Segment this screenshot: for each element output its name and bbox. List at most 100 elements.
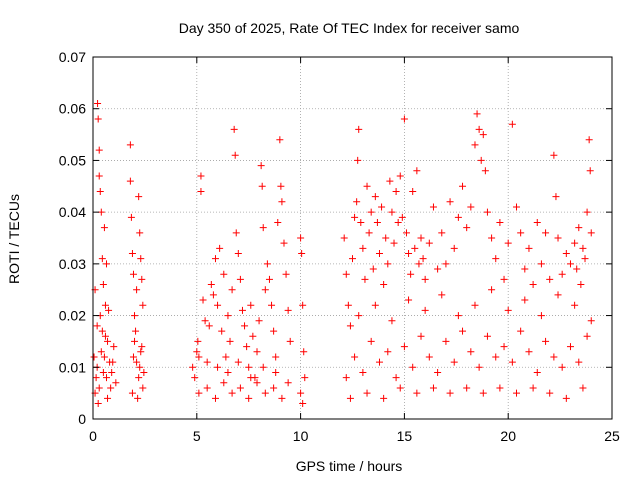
data-point [137, 255, 145, 263]
data-point [282, 270, 290, 278]
data-point [365, 229, 373, 237]
data-point [138, 343, 146, 351]
data-point [126, 141, 134, 149]
data-point [238, 306, 246, 314]
data-point [450, 244, 458, 252]
data-point [587, 229, 595, 237]
tick-labels: 0 5 10 15 20 25 0 0.01 0.02 0.03 0.04 0.05 0.06 0.07 [59, 49, 620, 444]
y-tick-label: 0.02 [59, 308, 86, 324]
data-point [95, 146, 103, 154]
data-point [94, 100, 102, 108]
data-point [342, 374, 350, 382]
data-point [500, 343, 508, 351]
data-point [94, 115, 102, 123]
data-point [105, 306, 113, 314]
data-point [405, 296, 413, 304]
data-point [274, 218, 282, 226]
data-point [263, 260, 271, 268]
x-tick-label: 20 [500, 428, 516, 444]
data-point [481, 167, 489, 175]
data-point [108, 368, 116, 376]
data-point [421, 275, 429, 283]
data-point [346, 394, 354, 402]
data-point [425, 239, 433, 247]
data-point [463, 384, 471, 392]
data-point [90, 353, 98, 361]
data-point [110, 343, 118, 351]
data-point [467, 348, 475, 356]
data-point [577, 281, 585, 289]
data-point [203, 358, 211, 366]
data-point [579, 384, 587, 392]
data-point [488, 286, 496, 294]
data-point [508, 358, 516, 366]
data-point [546, 275, 554, 283]
data-point [425, 353, 433, 361]
data-point [413, 167, 421, 175]
data-point [234, 250, 242, 258]
data-point [479, 131, 487, 139]
data-point [258, 182, 266, 190]
data-point [388, 208, 396, 216]
data-point [259, 363, 267, 371]
data-points [90, 100, 595, 407]
data-point [224, 368, 232, 376]
data-point [390, 239, 398, 247]
data-point [216, 244, 224, 252]
data-point [384, 260, 392, 268]
data-point [194, 337, 202, 345]
data-point [137, 348, 145, 356]
data-point [375, 358, 383, 366]
data-point [475, 125, 483, 133]
y-tick-label: 0.01 [59, 359, 86, 375]
y-tick-label: 0.05 [59, 152, 86, 168]
data-point [257, 162, 265, 170]
data-point [566, 260, 574, 268]
data-point [261, 389, 269, 397]
data-point [409, 187, 417, 195]
data-point [351, 213, 359, 221]
data-point [471, 301, 479, 309]
data-point [463, 224, 471, 232]
data-point [396, 384, 404, 392]
data-point [488, 234, 496, 242]
data-point [369, 265, 377, 273]
data-point [272, 368, 280, 376]
data-point [218, 327, 226, 335]
data-point [140, 368, 148, 376]
data-point [400, 115, 408, 123]
data-point [131, 337, 139, 345]
data-point [136, 363, 144, 371]
data-point [284, 306, 292, 314]
y-axis-label: ROTI / TECUs [6, 194, 22, 284]
data-point [533, 368, 541, 376]
data-point [525, 348, 533, 356]
data-point [492, 255, 500, 263]
data-point [299, 301, 307, 309]
chart-title: Day 350 of 2025, Rate Of TEC Index for r… [179, 20, 520, 36]
data-point [195, 389, 203, 397]
data-point [384, 348, 392, 356]
data-point [253, 379, 261, 387]
data-point [371, 301, 379, 309]
data-point [99, 281, 107, 289]
data-point [284, 379, 292, 387]
data-point [382, 234, 390, 242]
data-point [394, 218, 402, 226]
data-point [95, 384, 103, 392]
data-point [429, 203, 437, 211]
data-point [459, 327, 467, 335]
data-point [413, 389, 421, 397]
data-point [411, 244, 419, 252]
data-point [355, 125, 363, 133]
data-point [500, 275, 508, 283]
data-point [402, 229, 410, 237]
data-point [232, 229, 240, 237]
data-point [400, 343, 408, 351]
data-point [236, 275, 244, 283]
data-point [492, 353, 500, 361]
data-point [380, 394, 388, 402]
data-point [517, 327, 525, 335]
data-point [473, 110, 481, 118]
data-point [342, 270, 350, 278]
